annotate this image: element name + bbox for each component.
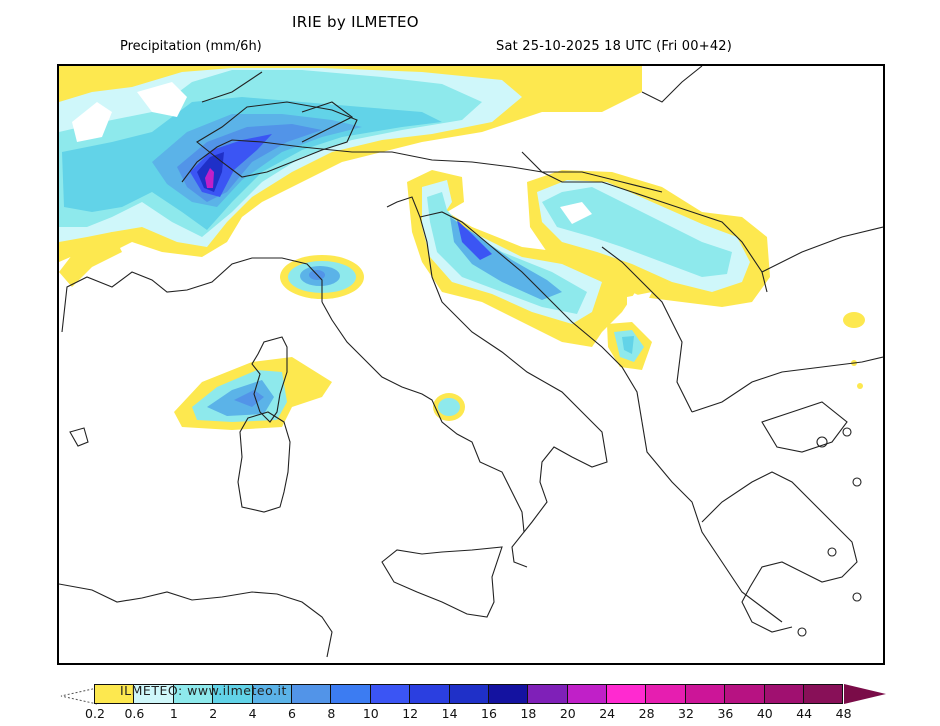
- legend-cell: [330, 684, 371, 704]
- legend-tick-label: 6: [288, 706, 296, 721]
- legend-cell: [369, 684, 411, 704]
- legend-cell: [684, 684, 726, 704]
- legend-cell: [763, 684, 805, 704]
- legend-tick-label: 36: [717, 706, 734, 721]
- legend-cell: [606, 684, 647, 704]
- legend-tick-label: 28: [638, 706, 655, 721]
- legend-tick-label: 44: [796, 706, 813, 721]
- legend-cell: [487, 684, 529, 704]
- legend-tick-label: 48: [835, 706, 852, 721]
- legend-tick-label: 2: [209, 706, 218, 721]
- precip-small-cells: [433, 312, 865, 421]
- precipitation-map: [57, 64, 885, 665]
- legend-tick-label: 0.6: [124, 706, 145, 721]
- legend-tick-label: 16: [481, 706, 497, 721]
- legend-cell: [803, 684, 844, 704]
- legend-cell: [448, 684, 489, 704]
- legend-tick-label: 1: [169, 706, 178, 721]
- legend-tick-label: 4: [248, 706, 257, 721]
- precip-ligurian-field: [280, 255, 364, 299]
- legend-cell: [724, 684, 765, 704]
- legend-cell: [645, 684, 686, 704]
- legend-tick-label: 10: [362, 706, 379, 721]
- legend-tick-label: 32: [678, 706, 694, 721]
- legend-cell: [409, 684, 450, 704]
- legend-cell: [566, 684, 608, 704]
- legend-cell: [290, 684, 332, 704]
- legend-tick-label: 18: [520, 706, 537, 721]
- legend-tick-label: 40: [756, 706, 773, 721]
- legend-left-extension: [60, 687, 98, 705]
- map-canvas: [59, 66, 883, 658]
- legend-tick-label: 20: [559, 706, 576, 721]
- legend-tick-label: 24: [599, 706, 616, 721]
- precip-corsica-field: [174, 357, 332, 430]
- precip-balkans-field: [527, 170, 770, 314]
- coastlines-and-borders: [59, 66, 883, 658]
- watermark: ILMETEO: www.ilmeteo.it: [120, 683, 287, 698]
- chart-title: IRIE by ILMETEO: [292, 13, 419, 31]
- legend-tick-label: 0.2: [85, 706, 105, 721]
- valid-time-label: Sat 25-10-2025 18 UTC (Fri 00+42): [496, 39, 733, 54]
- legend-cell: [527, 684, 568, 704]
- legend-right-arrow: [844, 684, 886, 704]
- legend-tick-label: 8: [327, 706, 336, 721]
- legend-color-cells: [94, 684, 844, 704]
- legend-tick-label: 14: [441, 706, 458, 721]
- parameter-label: Precipitation (mm/6h): [120, 39, 262, 54]
- precipitation-legend: ILMETEO: www.ilmeteo.it 0.2 0.6 1 2 4 6 8 10 12 1…: [55, 683, 895, 724]
- legend-tick-label: 12: [402, 706, 419, 721]
